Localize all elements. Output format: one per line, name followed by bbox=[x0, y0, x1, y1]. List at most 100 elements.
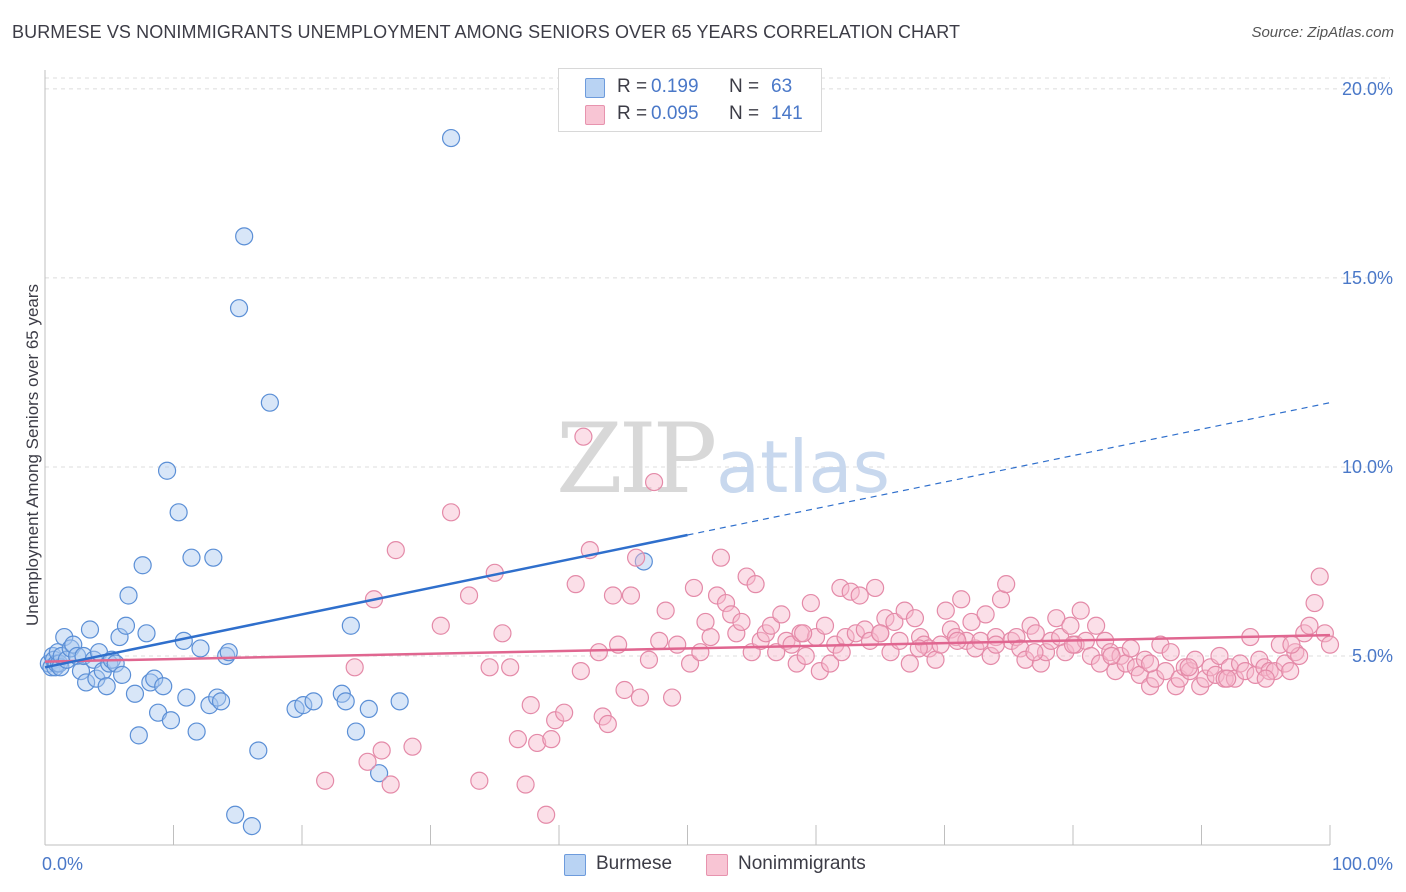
nonimmigrants-point bbox=[1161, 643, 1180, 662]
nonimmigrants-point bbox=[1056, 643, 1075, 662]
nonimmigrants-point bbox=[316, 771, 335, 790]
nonimmigrants-point bbox=[508, 730, 527, 749]
nonimmigrants-point bbox=[986, 635, 1006, 654]
burmese-point bbox=[294, 696, 313, 715]
nonimmigrants-point bbox=[537, 805, 556, 824]
burmese-point bbox=[169, 503, 188, 522]
nonimmigrants-point bbox=[459, 586, 479, 605]
n-label: N = bbox=[729, 103, 760, 124]
nonimmigrants-point bbox=[767, 643, 786, 662]
burmese-point bbox=[154, 677, 173, 696]
nonimmigrants-point bbox=[796, 646, 815, 666]
nonimmigrants-point bbox=[866, 578, 885, 598]
y-tick-label: 5.0% bbox=[1352, 646, 1393, 666]
nonimmigrants-point bbox=[952, 590, 971, 609]
nonimmigrants-point bbox=[571, 661, 590, 681]
nonimmigrants-point bbox=[441, 503, 461, 522]
source-label: Source: ZipAtlas.com bbox=[1251, 24, 1394, 41]
nonimmigrants-point bbox=[895, 601, 914, 620]
burmese-point bbox=[260, 393, 279, 412]
n-value: 141 bbox=[771, 103, 803, 124]
nonimmigrants-point bbox=[684, 578, 704, 598]
nonimmigrants-point bbox=[971, 631, 990, 650]
burmese-point bbox=[200, 696, 219, 715]
burmese-swatch bbox=[585, 78, 605, 98]
burmese-point bbox=[441, 128, 461, 148]
nonimmigrants-point bbox=[831, 578, 850, 598]
watermark-zip: ZIP bbox=[556, 403, 715, 515]
nonimmigrants-point bbox=[696, 612, 715, 632]
nonimmigrants-point bbox=[1031, 654, 1050, 673]
nonimmigrants-point bbox=[1300, 616, 1319, 635]
nonimmigrants-point bbox=[772, 605, 791, 624]
nonimmigrants-point bbox=[905, 609, 925, 628]
nonimmigrants-point bbox=[639, 650, 659, 669]
burmese-point bbox=[226, 805, 245, 824]
burmese-point bbox=[390, 692, 409, 711]
burmese-point bbox=[161, 711, 181, 730]
y-tick-label: 15.0% bbox=[1342, 268, 1393, 288]
burmese-point bbox=[304, 692, 323, 711]
nonimmigrants-point bbox=[1025, 643, 1044, 662]
nonimmigrants-point bbox=[1087, 616, 1106, 635]
nonimmigrants-point bbox=[976, 605, 995, 624]
burmese-point bbox=[110, 627, 129, 647]
n-label: N = bbox=[729, 76, 760, 97]
nonimmigrants-point bbox=[801, 593, 820, 613]
nonimmigrants-point bbox=[841, 582, 860, 601]
nonimmigrants-point bbox=[403, 737, 422, 756]
nonimmigrants-point bbox=[1210, 646, 1229, 666]
burmese-point bbox=[177, 688, 196, 707]
nonimmigrants-point bbox=[650, 631, 669, 650]
burmese-point bbox=[191, 639, 210, 658]
burmese-point bbox=[157, 461, 177, 480]
burmese-point bbox=[119, 586, 138, 605]
r-value: 0.199 bbox=[651, 76, 699, 97]
nonimmigrants-point bbox=[470, 771, 489, 790]
nonimmigrants-point bbox=[386, 541, 405, 560]
watermark-atlas: atlas bbox=[716, 425, 890, 509]
burmese-point bbox=[229, 299, 249, 318]
trend-layer bbox=[44, 402, 1331, 669]
burmese-point bbox=[71, 661, 91, 681]
nonimmigrants-point bbox=[936, 601, 955, 620]
nonimmigrants-point bbox=[528, 733, 547, 753]
nonimmigrants-swatch bbox=[706, 854, 728, 876]
nonimmigrants-point bbox=[1220, 658, 1239, 677]
burmese-point bbox=[125, 684, 145, 703]
nonimmigrants-point bbox=[542, 730, 561, 749]
nonimmigrants-point bbox=[345, 658, 364, 677]
nonimmigrants-point bbox=[701, 627, 720, 647]
nonimmigrants-point bbox=[1026, 624, 1045, 643]
r-label: R = bbox=[617, 76, 648, 97]
nonimmigrants-point bbox=[1218, 669, 1237, 688]
nonimmigrants-point bbox=[493, 624, 512, 643]
burmese-point bbox=[204, 548, 223, 567]
nonimmigrants-point bbox=[1071, 601, 1090, 620]
nonimmigrants-point bbox=[1282, 635, 1301, 654]
nonimmigrants-point bbox=[732, 612, 751, 632]
y-tick-label: 20.0% bbox=[1342, 79, 1393, 99]
burmese-points bbox=[39, 128, 653, 836]
nonimmigrants-point bbox=[691, 643, 710, 662]
nonimmigrants-point bbox=[1305, 593, 1324, 613]
nonimmigrants-point bbox=[794, 624, 813, 643]
burmese-point bbox=[182, 548, 201, 567]
nonimmigrants-point bbox=[566, 575, 585, 594]
nonimmigrants-point bbox=[948, 631, 967, 650]
r-value: 0.095 bbox=[651, 103, 699, 124]
nonimmigrants-swatch bbox=[585, 105, 605, 125]
nonimmigrants-point bbox=[1047, 609, 1066, 628]
nonimmigrants-point bbox=[1320, 635, 1340, 654]
nonimmigrants-point bbox=[598, 714, 617, 734]
nonimmigrants-point bbox=[372, 741, 391, 760]
r-label: R = bbox=[617, 103, 648, 124]
nonimmigrants-point bbox=[381, 775, 400, 794]
x-tick-label: 0.0% bbox=[42, 854, 83, 874]
nonimmigrants-point bbox=[1151, 635, 1170, 654]
legend-label: Burmese bbox=[596, 853, 673, 874]
nonimmigrants-point bbox=[926, 650, 945, 669]
burmese-point bbox=[129, 726, 148, 745]
nonimmigrants-point bbox=[962, 612, 981, 632]
nonimmigrants-point bbox=[1061, 616, 1080, 635]
